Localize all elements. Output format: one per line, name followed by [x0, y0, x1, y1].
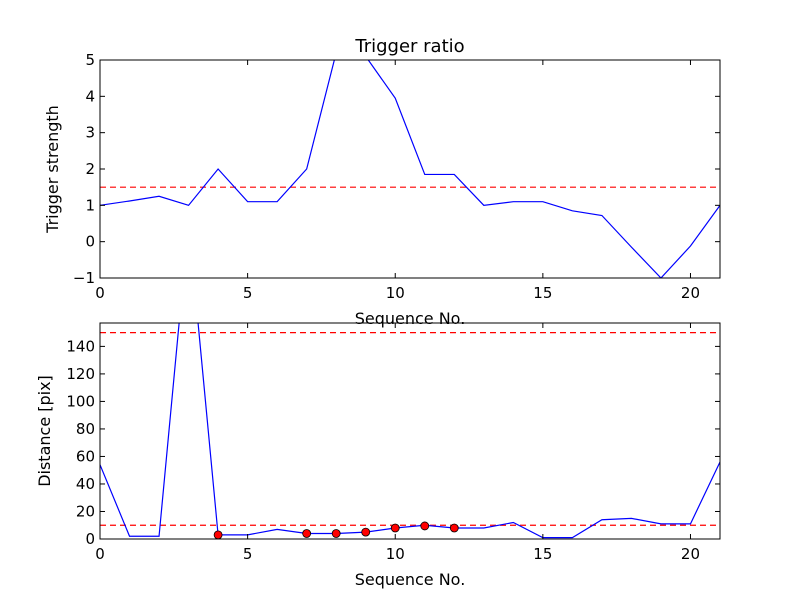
bottom-marker-point: [302, 529, 312, 538]
top-series-line-0: [100, 60, 720, 278]
top-plot-xlabel: Sequence No.: [355, 309, 466, 328]
bottom-marker-point: [331, 529, 341, 538]
top-ytick-label: 2: [85, 160, 95, 178]
bottom-xtick-label: 10: [386, 545, 405, 563]
bottom-series-line-0: [100, 323, 720, 539]
bottom-xtick-label: 20: [681, 545, 700, 563]
bottom-ytick-label: 100: [66, 392, 95, 410]
bottom-plot-ylabel: Distance [pix]: [35, 375, 54, 487]
bottom-marker-point: [361, 527, 371, 537]
bottom-ytick-label: 120: [66, 365, 95, 383]
top-xtick-label: 0: [95, 284, 105, 302]
top-ytick-label: 0: [85, 233, 95, 251]
bottom-ytick-label: 140: [66, 337, 95, 355]
bottom-marker-point: [390, 523, 400, 533]
top-plot-frame: [99, 59, 721, 279]
bottom-plot-data: [100, 323, 720, 539]
top-ytick-label: 4: [85, 87, 95, 105]
bottom-ytick-label: 80: [76, 420, 95, 438]
top-ytick-label: 3: [85, 124, 95, 142]
bottom-xtick-label: 5: [243, 545, 253, 563]
bottom-plot-ticks: 0 5 10 15 20 0 20 40 60 80 100 120 140: [66, 323, 720, 563]
top-plot-data: [100, 60, 720, 278]
top-xtick-label: 5: [243, 284, 253, 302]
bottom-ytick-label: 40: [76, 475, 95, 493]
top-ytick-label: 5: [85, 51, 95, 69]
bottom-plot-xlabel: Sequence No.: [355, 570, 466, 589]
top-plot-ylabel: Trigger strength: [43, 105, 62, 234]
bottom-plot-frame: [99, 322, 721, 540]
top-xtick-label: 20: [681, 284, 700, 302]
bottom-marker-point: [420, 521, 430, 531]
bottom-ytick-label: 20: [76, 502, 95, 520]
bottom-xtick-label: 15: [533, 545, 552, 563]
bottom-ytick-label: 60: [76, 447, 95, 465]
bottom-marker-point: [213, 530, 223, 539]
top-xtick-label: 10: [386, 284, 405, 302]
top-plot-title: Trigger ratio: [354, 36, 464, 57]
bottom-ytick-label: 0: [85, 530, 95, 548]
top-ytick-label: −1: [73, 269, 95, 287]
bottom-marker-point: [449, 523, 459, 533]
top-ytick-label: 1: [85, 196, 95, 214]
bottom-xtick-label: 0: [95, 545, 105, 563]
top-xtick-label: 15: [533, 284, 552, 302]
